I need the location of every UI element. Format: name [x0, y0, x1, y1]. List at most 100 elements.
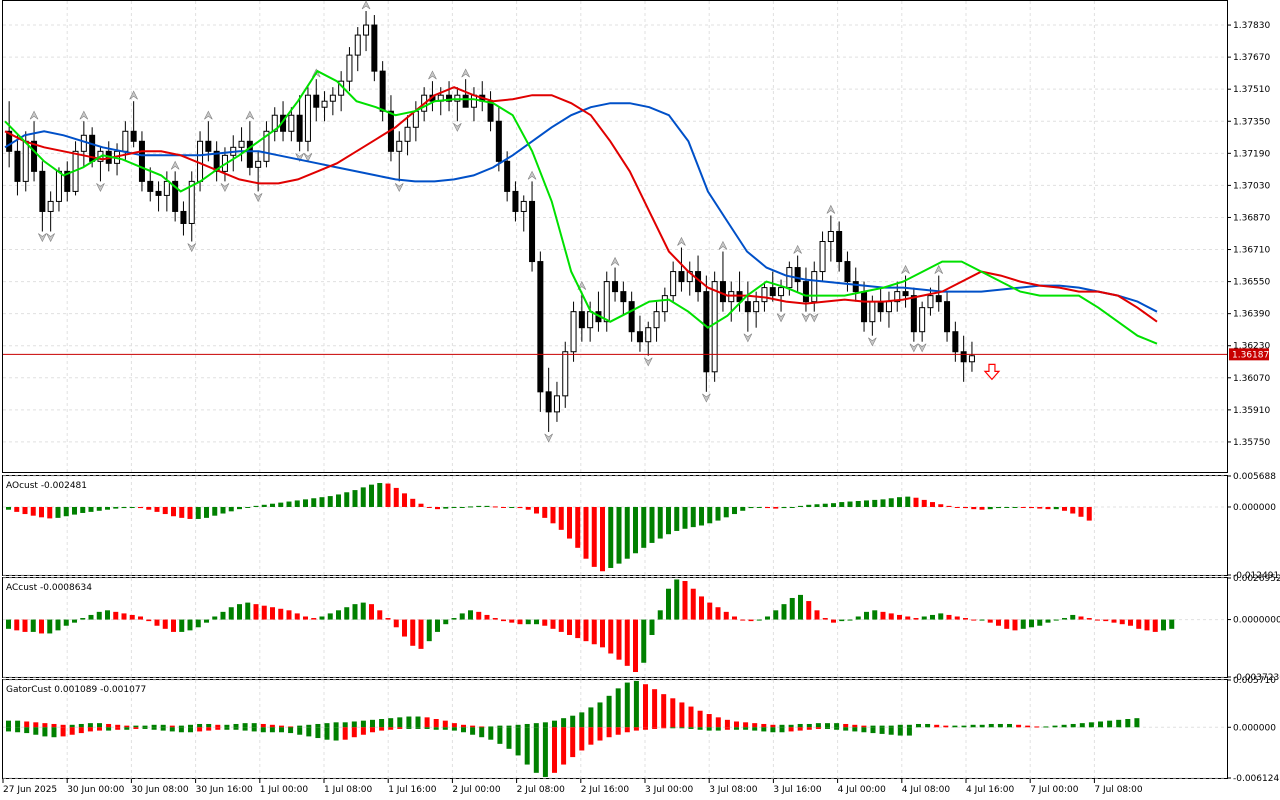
candle[interactable]	[329, 87, 336, 116]
candle[interactable]	[794, 255, 801, 292]
candle[interactable]	[719, 251, 726, 312]
gator-upper-bar	[1107, 720, 1113, 728]
candle[interactable]	[844, 251, 851, 292]
candle[interactable]	[479, 81, 486, 112]
candle[interactable]	[404, 115, 411, 156]
candle[interactable]	[910, 287, 917, 342]
candle[interactable]	[487, 91, 494, 132]
candle[interactable]	[952, 321, 959, 362]
candle[interactable]	[603, 271, 610, 332]
candle[interactable]	[462, 79, 469, 108]
candle[interactable]	[313, 79, 320, 122]
candle[interactable]	[553, 381, 560, 422]
candle[interactable]	[495, 107, 502, 172]
candle[interactable]	[819, 231, 826, 282]
candle[interactable]	[172, 171, 179, 222]
ac-panel[interactable]	[6, 579, 1175, 673]
candle[interactable]	[97, 147, 104, 182]
candle[interactable]	[802, 267, 809, 312]
candle[interactable]	[744, 281, 751, 332]
gator-panel[interactable]	[6, 680, 1140, 777]
candle[interactable]	[188, 171, 195, 242]
candle[interactable]	[562, 341, 569, 408]
candle[interactable]	[80, 121, 87, 168]
candle[interactable]	[230, 135, 237, 172]
candle[interactable]	[296, 95, 303, 152]
candle[interactable]	[396, 131, 403, 182]
candle[interactable]	[64, 161, 71, 202]
candle[interactable]	[147, 167, 154, 202]
candle[interactable]	[636, 315, 643, 352]
candle[interactable]	[570, 301, 577, 362]
candle[interactable]	[346, 47, 353, 92]
candle[interactable]	[47, 191, 54, 232]
candle[interactable]	[836, 221, 843, 272]
candle[interactable]	[944, 291, 951, 342]
candle[interactable]	[628, 291, 635, 342]
candle[interactable]	[39, 161, 46, 232]
candle[interactable]	[711, 271, 718, 382]
candle[interactable]	[960, 335, 967, 382]
candle[interactable]	[446, 81, 453, 112]
candle[interactable]	[371, 15, 378, 82]
candle[interactable]	[470, 87, 477, 122]
candle[interactable]	[861, 281, 868, 332]
candle[interactable]	[736, 271, 743, 312]
gator-upper-bar	[497, 725, 503, 728]
candle[interactable]	[338, 71, 345, 112]
candle[interactable]	[72, 141, 79, 196]
candle[interactable]	[321, 91, 328, 122]
candle[interactable]	[238, 127, 245, 162]
candle[interactable]	[620, 281, 627, 316]
candle[interactable]	[728, 281, 735, 322]
candle[interactable]	[653, 301, 660, 342]
candle[interactable]	[412, 101, 419, 142]
candle[interactable]	[778, 279, 785, 312]
candle[interactable]	[180, 201, 187, 236]
candle[interactable]	[163, 171, 170, 212]
candle[interactable]	[927, 287, 934, 316]
candle[interactable]	[379, 61, 386, 122]
candle[interactable]	[529, 181, 536, 272]
candle[interactable]	[304, 87, 311, 152]
ao-panel[interactable]	[6, 483, 1092, 572]
candle[interactable]	[769, 271, 776, 302]
candle[interactable]	[545, 367, 552, 432]
main-price-panel[interactable]	[3, 0, 1227, 443]
candle[interactable]	[827, 215, 834, 262]
candle[interactable]	[919, 301, 926, 342]
candle[interactable]	[213, 141, 220, 182]
candle[interactable]	[255, 151, 262, 192]
candle[interactable]	[612, 267, 619, 302]
candle[interactable]	[520, 195, 527, 232]
candle[interactable]	[885, 291, 892, 328]
candle[interactable]	[454, 87, 461, 122]
candle[interactable]	[661, 287, 668, 322]
candle[interactable]	[288, 107, 295, 142]
candle[interactable]	[263, 121, 270, 168]
candle[interactable]	[678, 247, 685, 292]
candle[interactable]	[155, 181, 162, 212]
candle[interactable]	[753, 291, 760, 328]
candle[interactable]	[512, 181, 519, 222]
candle[interactable]	[14, 135, 21, 196]
candle-body-bear	[180, 210, 187, 224]
candle[interactable]	[703, 275, 710, 392]
candle[interactable]	[578, 291, 585, 342]
candle[interactable]	[968, 341, 975, 372]
candle[interactable]	[670, 261, 677, 302]
candle[interactable]	[595, 291, 602, 332]
candle[interactable]	[811, 261, 818, 312]
candle[interactable]	[935, 275, 942, 312]
candle[interactable]	[537, 251, 544, 412]
candle[interactable]	[271, 107, 278, 142]
candle[interactable]	[894, 281, 901, 312]
candle[interactable]	[354, 27, 361, 72]
candle[interactable]	[130, 101, 137, 148]
candle[interactable]	[686, 261, 693, 296]
candle[interactable]	[877, 287, 884, 322]
candle[interactable]	[645, 321, 652, 356]
candle[interactable]	[138, 131, 145, 192]
candle[interactable]	[363, 11, 370, 52]
